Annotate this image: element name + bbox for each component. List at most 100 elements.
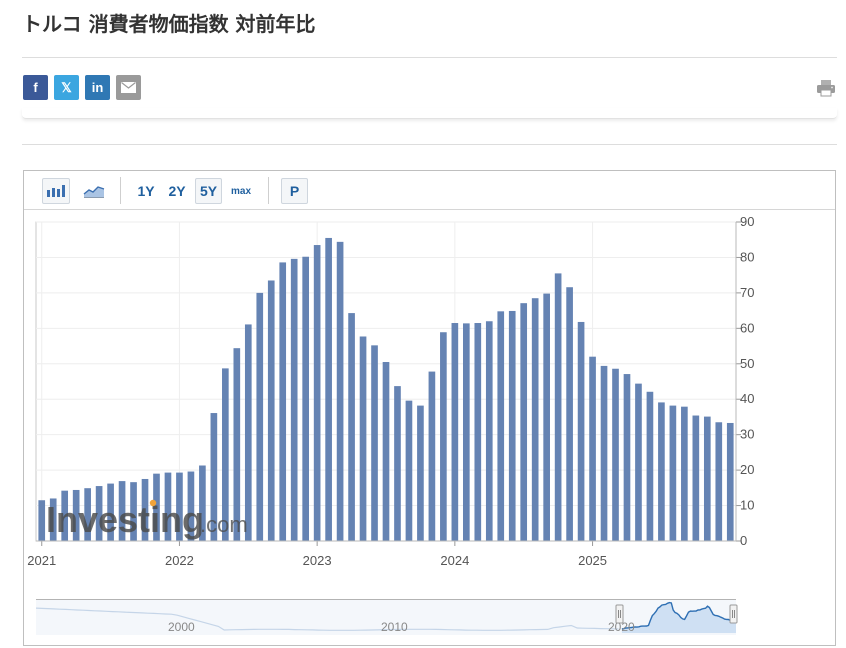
data-bar[interactable] <box>463 323 470 541</box>
collapsed-panel <box>22 108 837 119</box>
x-tick-label: 2024 <box>440 553 469 568</box>
email-icon <box>121 82 136 93</box>
data-bar[interactable] <box>176 472 183 541</box>
data-bar[interactable] <box>279 262 287 541</box>
data-bar[interactable] <box>371 345 378 541</box>
data-bar[interactable] <box>382 362 390 541</box>
data-bar[interactable] <box>359 336 367 541</box>
data-bar[interactable] <box>49 498 57 541</box>
watermark-brand: Investing <box>46 499 204 540</box>
data-bar[interactable] <box>130 482 137 541</box>
facebook-share-button[interactable]: f <box>23 75 48 100</box>
data-bar[interactable] <box>703 416 711 541</box>
data-bar[interactable] <box>336 241 344 542</box>
area-chart-button[interactable] <box>80 178 108 204</box>
data-bar[interactable] <box>118 481 126 541</box>
y-tick-label: 90 <box>740 214 754 229</box>
data-bar[interactable] <box>635 383 642 541</box>
data-bar[interactable] <box>267 280 275 541</box>
data-bar[interactable] <box>164 472 172 541</box>
y-tick-label: 70 <box>740 285 754 300</box>
data-bar[interactable] <box>187 471 195 541</box>
data-bar[interactable] <box>290 258 298 541</box>
data-bar[interactable] <box>726 422 734 541</box>
data-bar[interactable] <box>61 490 69 541</box>
y-tick-label: 0 <box>740 533 747 548</box>
chart-widget: 1Y 2Y 5Y max P Investing .com 0 10 20 30 40 5… <box>23 170 836 646</box>
data-bar[interactable] <box>199 465 206 541</box>
email-share-button[interactable] <box>116 75 141 100</box>
data-bar[interactable] <box>84 488 91 541</box>
bar-chart-button[interactable] <box>42 178 70 204</box>
facebook-icon: f <box>33 80 38 95</box>
navigator-history-line <box>35 607 619 631</box>
data-bar[interactable] <box>302 256 309 541</box>
data-bar[interactable] <box>520 303 528 541</box>
data-bar[interactable] <box>577 321 585 541</box>
x-share-button[interactable]: 𝕏 <box>54 75 79 100</box>
linkedin-share-button[interactable]: in <box>85 75 110 100</box>
linkedin-icon: in <box>91 80 104 95</box>
range-5y-button[interactable]: 5Y <box>195 178 222 204</box>
print-icon[interactable] <box>816 78 836 98</box>
data-bar[interactable] <box>428 371 436 541</box>
data-bar[interactable] <box>451 323 459 541</box>
y-tick-label: 40 <box>740 391 754 406</box>
data-bar[interactable] <box>313 245 321 541</box>
data-bar[interactable] <box>38 500 46 541</box>
data-bar[interactable] <box>95 486 103 541</box>
toolbar-separator <box>268 177 269 204</box>
data-bar[interactable] <box>646 391 654 541</box>
data-bar[interactable] <box>623 374 631 541</box>
data-bar[interactable] <box>681 406 688 541</box>
data-bar[interactable] <box>394 386 401 541</box>
data-bar[interactable] <box>348 313 355 541</box>
range-navigator[interactable]: 2000 2010 2020 <box>24 591 835 645</box>
navigator-selected-line <box>621 601 737 630</box>
y-tick-label: 60 <box>740 320 754 335</box>
x-tick-label: 2021 <box>27 553 56 568</box>
navigator-label: 2010 <box>381 620 408 634</box>
data-bar[interactable] <box>692 415 700 541</box>
data-bar[interactable] <box>474 323 482 541</box>
data-bar[interactable] <box>417 405 424 541</box>
data-bar[interactable] <box>531 298 539 541</box>
data-bar[interactable] <box>256 292 264 541</box>
data-bar[interactable] <box>440 332 447 541</box>
range-max-button[interactable]: max <box>230 185 251 197</box>
y-tick-label: 50 <box>740 356 754 371</box>
data-bar[interactable] <box>669 405 677 541</box>
data-bar[interactable] <box>233 348 241 541</box>
x-tick-label: 2023 <box>303 553 332 568</box>
data-bar[interactable] <box>222 368 229 541</box>
data-bar[interactable] <box>543 293 550 541</box>
data-bar[interactable] <box>612 368 619 541</box>
navigator-label: 2020 <box>608 620 635 634</box>
data-bar[interactable] <box>497 311 505 541</box>
data-bar[interactable] <box>715 422 723 541</box>
navigator-label: 2000 <box>168 620 195 634</box>
data-bar[interactable] <box>485 321 493 541</box>
data-bar[interactable] <box>107 483 114 541</box>
p-button[interactable]: P <box>281 178 308 204</box>
navigator-handle-right[interactable] <box>729 604 738 624</box>
data-bar[interactable] <box>210 413 218 541</box>
data-bar[interactable] <box>658 402 665 541</box>
data-bar[interactable] <box>554 273 562 541</box>
data-bar[interactable] <box>589 356 596 541</box>
data-bar[interactable] <box>153 473 160 541</box>
cpi-bar-chart: Investing .com 0 10 20 30 40 50 60 70 80 90 2021 20… <box>27 214 754 568</box>
data-bar[interactable] <box>508 310 516 541</box>
data-bar[interactable] <box>325 237 332 541</box>
range-1y-button[interactable]: 1Y <box>137 183 155 199</box>
data-bar[interactable] <box>244 324 252 541</box>
range-2y-button[interactable]: 2Y <box>168 183 186 199</box>
watermark-dot <box>149 499 157 507</box>
investing-watermark: Investing .com <box>46 499 248 540</box>
data-bar[interactable] <box>72 489 80 541</box>
data-bar[interactable] <box>600 365 608 541</box>
data-bar[interactable] <box>566 287 573 541</box>
navigator-handle-left[interactable] <box>615 604 624 624</box>
data-bar[interactable] <box>141 478 149 541</box>
data-bar[interactable] <box>405 400 413 541</box>
